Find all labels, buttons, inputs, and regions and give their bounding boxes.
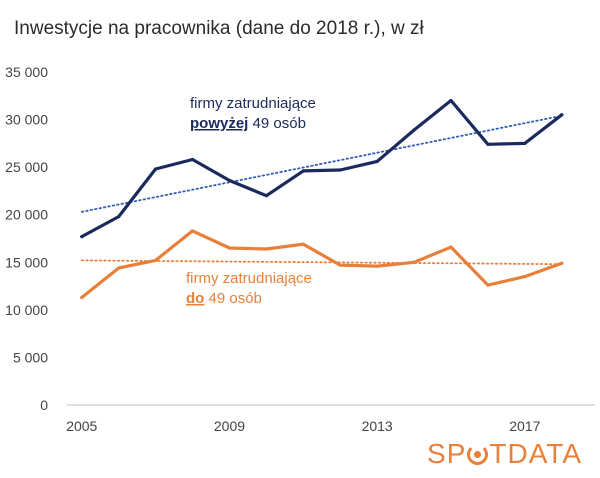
data-point-small: [117, 266, 121, 270]
data-point-large: [449, 98, 453, 103]
trendlines: [80, 114, 563, 266]
annotation-rest-large: 49 osób: [248, 115, 306, 132]
series-annotations: firmy zatrudniające powyżej 49 osób firmy …: [186, 95, 316, 307]
spotdata-logo: SP TDATA: [427, 438, 582, 470]
annotation-line2-small: do 49 osób: [186, 290, 262, 307]
logo-o-icon: [467, 444, 489, 465]
data-point-small: [523, 274, 527, 279]
data-point-large: [80, 234, 84, 239]
data-point-small: [375, 264, 379, 268]
chart-title: Inwestycje na pracownika (dane do 2018 r…: [14, 18, 424, 39]
x-tick-label: 2009: [214, 418, 245, 434]
y-tick-label: 15 000: [5, 254, 48, 270]
data-point-small: [338, 263, 342, 267]
y-tick-label: 5 000: [13, 349, 48, 365]
data-point-large: [412, 128, 416, 132]
data-point-small: [449, 245, 453, 249]
y-tick-label: 20 000: [5, 207, 48, 223]
annotation-line1-large: firmy zatrudniające: [190, 95, 316, 112]
data-point-small: [301, 242, 305, 246]
axes: 0 5 000 10 000 15 000 20 000 25 000 30 000 35 0…: [5, 64, 595, 434]
y-tick-label: 35 000: [5, 64, 48, 80]
data-point-small: [560, 261, 564, 265]
data-point-small: [190, 229, 195, 233]
data-point-large: [227, 178, 232, 183]
data-point-large: [523, 141, 527, 145]
data-point-small: [264, 247, 268, 251]
series-line-large: [80, 98, 564, 239]
y-tick-label: 30 000: [5, 112, 48, 128]
data-point-small: [412, 260, 416, 264]
data-point-small: [486, 283, 490, 287]
data-point-large: [264, 194, 268, 198]
data-point-large: [190, 157, 195, 162]
data-point-small: [154, 258, 158, 262]
annotation-rest-small: 49 osób: [204, 290, 262, 307]
data-point-large: [301, 169, 305, 173]
data-point-small: [227, 246, 232, 250]
data-point-large: [375, 159, 379, 164]
y-tick-label: 10 000: [5, 302, 48, 318]
annotation-line2-large: powyżej 49 osób: [190, 115, 306, 132]
x-tick-label: 2017: [509, 418, 540, 434]
logo-text-prefix: SP: [427, 438, 467, 469]
annotation-bold-large: powyżej: [190, 115, 248, 132]
data-point-large: [338, 168, 342, 172]
data-point-large: [486, 142, 490, 146]
y-tick-label: 0: [40, 397, 48, 413]
data-point-large: [117, 215, 121, 219]
series-line-small: [80, 229, 564, 300]
data-point-large: [560, 113, 564, 117]
trendline-large: [80, 114, 563, 213]
series-lines: [80, 98, 564, 300]
annotation-bold-small: do: [186, 290, 204, 307]
logo-text-suffix: TDATA: [489, 438, 582, 469]
annotation-line1-small: firmy zatrudniające: [186, 270, 312, 287]
data-point-small: [80, 295, 84, 300]
x-tick-label: 2005: [66, 418, 97, 434]
x-tick-label: 2013: [362, 418, 393, 434]
data-point-large: [154, 167, 158, 171]
trendline-small: [80, 259, 563, 266]
y-tick-label: 25 000: [5, 159, 48, 175]
